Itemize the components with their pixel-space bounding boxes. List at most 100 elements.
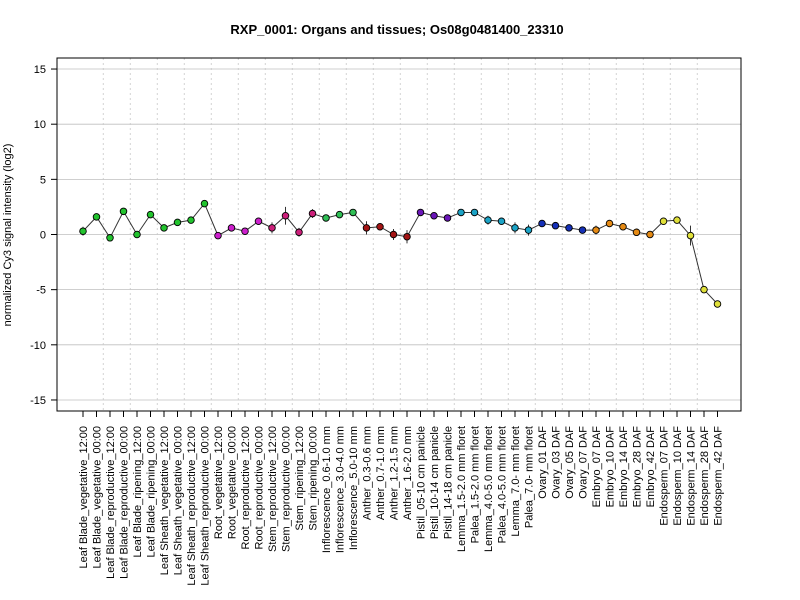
x-tick-label: Stem_ripening_12:00: [294, 426, 306, 531]
x-tick-label: Stem_ripening_00:00: [308, 426, 320, 531]
data-point: [363, 225, 370, 232]
data-point: [377, 223, 384, 230]
x-tick-label: Stem_reproductive_12:00: [267, 426, 279, 552]
data-point: [417, 209, 424, 216]
data-point: [255, 218, 262, 225]
data-point: [215, 232, 222, 239]
x-tick-label: Root_vegetative_12:00: [213, 426, 225, 539]
x-tick-label: Embryo_10 DAF: [605, 426, 617, 508]
x-tick-label: Leaf Blade_ripening_12:00: [132, 426, 144, 558]
data-point: [390, 231, 397, 238]
x-tick-label: Ovary_07 DAF: [578, 426, 590, 499]
x-tick-label: Pistil_14-18 cm panicle: [443, 426, 455, 539]
y-tick-label: 15: [34, 64, 46, 76]
data-point: [633, 229, 640, 236]
data-point: [660, 218, 667, 225]
x-tick-label: Lemma_4.0-5.0 mm floret: [483, 426, 495, 552]
data-point: [228, 225, 235, 232]
x-tick-label: Embryo_14 DAF: [618, 426, 630, 508]
data-point: [93, 214, 100, 221]
x-tick-label: Leaf Sheath_vegetative_12:00: [159, 426, 171, 575]
x-tick-label: Anther_0.3-0.6 mm: [362, 426, 374, 520]
data-point: [485, 217, 492, 224]
x-tick-label: Anther_1.2-1.5 mm: [389, 426, 401, 520]
data-point: [539, 220, 546, 227]
x-tick-label: Root_reproductive_00:00: [254, 426, 266, 550]
y-axis-label: normalized Cy3 signal intensity (log2): [2, 144, 14, 327]
x-tick-label: Inflorescence_3.0-4.0 mm: [335, 426, 347, 553]
x-tick-label: Lemma_7.0- mm floret: [510, 426, 522, 537]
x-axis: Leaf Blade_vegetative_12:00 Leaf Blade_ve…: [78, 411, 725, 586]
y-tick-label: 0: [40, 230, 46, 242]
x-tick-label: Stem_reproductive_00:00: [281, 426, 293, 552]
data-point: [350, 209, 357, 216]
data-point: [701, 286, 708, 293]
data-point: [296, 229, 303, 236]
data-point: [269, 225, 276, 232]
data-point: [552, 222, 559, 229]
data-point: [174, 219, 181, 226]
data-point: [498, 218, 505, 225]
x-tick-label: Endosperm_42 DAF: [713, 426, 725, 526]
data-point: [687, 232, 694, 239]
x-tick-label: Palea_4.0-5.0 mm floret: [497, 426, 509, 543]
x-tick-label: Root_reproductive_12:00: [240, 426, 252, 550]
data-point: [282, 212, 289, 219]
x-tick-label: Ovary_03 DAF: [551, 426, 563, 499]
data-point: [323, 215, 330, 222]
x-tick-label: Leaf Sheath_reproductive_00:00: [200, 426, 212, 586]
x-tick-label: Embryo_28 DAF: [632, 426, 644, 508]
data-point: [336, 211, 343, 218]
data-point: [161, 225, 168, 232]
data-point: [188, 217, 195, 224]
x-tick-label: Leaf Sheath_reproductive_12:00: [186, 426, 198, 586]
data-point: [120, 208, 127, 215]
x-tick-label: Inflorescence_5.0-10 mm: [348, 426, 360, 550]
data-point: [606, 220, 613, 227]
x-tick-label: Pistil_10-14 cm panicle: [429, 426, 441, 539]
x-tick-label: Anther_1.6-2.0 mm: [402, 426, 414, 520]
data-point: [404, 233, 411, 240]
y-tick-label: -15: [30, 395, 46, 407]
data-point: [620, 223, 627, 230]
data-point: [714, 301, 721, 308]
x-tick-label: Endosperm_07 DAF: [659, 426, 671, 526]
x-tick-label: Inflorescence_0.6-1.0 mm: [321, 426, 333, 553]
data-point: [593, 227, 600, 234]
x-tick-label: Ovary_01 DAF: [537, 426, 549, 499]
data-point: [674, 217, 681, 224]
x-tick-label: Endosperm_10 DAF: [672, 426, 684, 526]
chart-title: RXP_0001: Organs and tissues; Os08g04814…: [230, 22, 563, 37]
x-tick-label: Leaf Blade_reproductive_12:00: [105, 426, 117, 579]
data-point: [471, 209, 478, 216]
data-point: [147, 211, 154, 218]
data-point: [512, 225, 519, 232]
x-tick-label: Pistil_05-10 cm panicle: [416, 426, 428, 539]
x-tick-label: Leaf Blade_reproductive_00:00: [119, 426, 131, 579]
y-tick-label: 10: [34, 119, 46, 131]
x-tick-label: Endosperm_14 DAF: [686, 426, 698, 526]
x-tick-label: Leaf Blade_vegetative_12:00: [78, 426, 90, 569]
x-tick-label: Leaf Sheath_vegetative_00:00: [173, 426, 185, 575]
data-point: [525, 227, 532, 234]
x-tick-label: Root_vegetative_00:00: [227, 426, 239, 539]
x-tick-label: Embryo_07 DAF: [591, 426, 603, 508]
x-tick-label: Palea_7.0- mm floret: [524, 426, 536, 528]
x-tick-label: Ovary_05 DAF: [564, 426, 576, 499]
x-tick-label: Lemma_1.5-2.0 mm floret: [456, 426, 468, 552]
data-point: [134, 231, 141, 238]
y-tick-label: -5: [36, 285, 46, 297]
data-point: [80, 228, 87, 235]
data-point: [431, 212, 438, 219]
data-point: [242, 228, 249, 235]
x-tick-label: Endosperm_28 DAF: [699, 426, 711, 526]
data-point: [566, 225, 573, 232]
expression-chart: RXP_0001: Organs and tissues; Os08g04814…: [0, 0, 800, 600]
data-point: [444, 215, 451, 222]
data-point: [647, 231, 654, 238]
data-point: [309, 210, 316, 217]
y-tick-label: -10: [30, 340, 46, 352]
x-tick-label: Leaf Blade_ripening_00:00: [146, 426, 158, 558]
data-point: [201, 200, 208, 207]
x-tick-label: Leaf Blade_vegetative_00:00: [92, 426, 104, 569]
